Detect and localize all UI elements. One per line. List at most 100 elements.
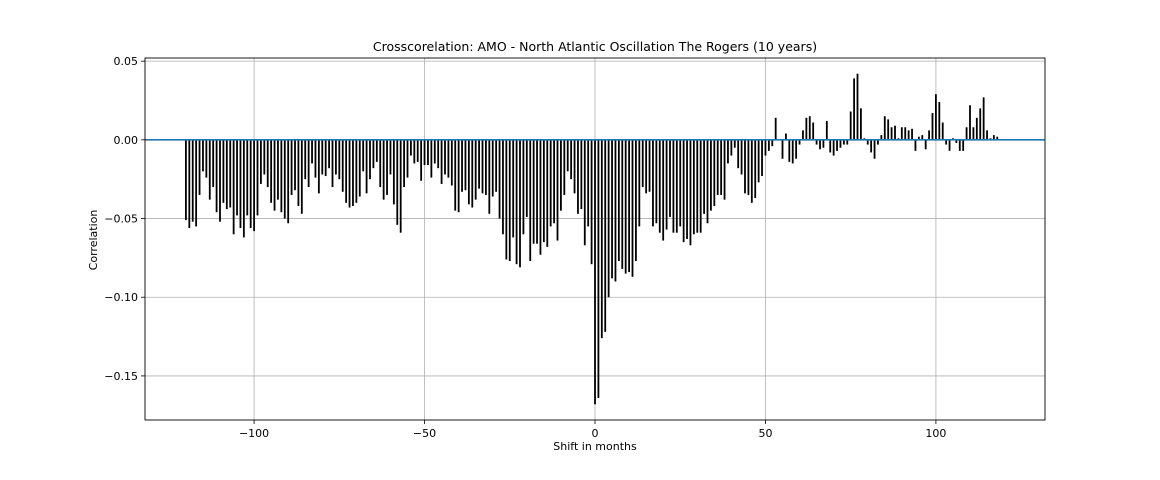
bar <box>819 139 821 150</box>
bar <box>696 139 699 233</box>
bar <box>771 139 774 147</box>
bar <box>314 139 317 178</box>
bar <box>386 139 388 195</box>
bar <box>297 139 300 206</box>
bar <box>900 127 903 140</box>
bar <box>757 139 760 183</box>
bar <box>924 139 927 150</box>
bar <box>205 139 208 178</box>
bar <box>802 130 804 140</box>
bar <box>883 116 886 140</box>
bar <box>365 139 368 194</box>
bar <box>686 139 688 239</box>
bar <box>474 139 477 200</box>
bar <box>358 139 361 197</box>
bar <box>628 139 630 273</box>
y-tick-label: 0.00 <box>114 134 139 147</box>
bar <box>781 139 784 159</box>
bar <box>331 139 334 188</box>
bar <box>229 139 232 208</box>
bar <box>191 139 194 222</box>
bar <box>979 108 982 140</box>
bar <box>215 139 218 213</box>
bar <box>485 139 487 195</box>
bar <box>713 139 716 206</box>
bar <box>352 139 354 206</box>
bar <box>870 139 873 153</box>
bar <box>982 97 985 140</box>
x-axis-label: Shift in months <box>553 440 637 453</box>
bar <box>461 139 463 192</box>
bar <box>239 139 242 228</box>
bar <box>566 139 569 172</box>
bar <box>617 139 620 262</box>
y-axis-label: Correlation <box>87 210 100 271</box>
bar <box>270 139 273 203</box>
bar <box>348 139 351 208</box>
bar <box>242 139 245 238</box>
bar <box>812 122 815 140</box>
y-tick-label: 0.05 <box>114 55 139 68</box>
bar <box>829 139 832 153</box>
bar <box>317 139 320 194</box>
bar <box>992 135 995 140</box>
bar <box>498 139 501 219</box>
bar <box>737 139 740 169</box>
bar <box>600 139 603 339</box>
bar <box>928 130 930 140</box>
y-tick-label: −0.10 <box>104 291 138 304</box>
bar <box>975 117 978 140</box>
bar <box>894 125 896 140</box>
bar <box>369 139 371 180</box>
bar <box>822 139 825 148</box>
bar <box>945 139 948 145</box>
bar <box>464 139 467 191</box>
bar <box>587 139 590 227</box>
bar <box>277 139 279 200</box>
bar <box>536 139 538 244</box>
bar-series <box>185 73 999 405</box>
bar <box>880 135 883 140</box>
bar <box>648 139 651 192</box>
bar <box>662 139 665 241</box>
bar <box>263 139 266 175</box>
bar <box>580 139 583 210</box>
bar <box>392 139 395 205</box>
bar <box>253 139 255 232</box>
bar <box>471 139 474 208</box>
x-tick-label: −50 <box>413 427 436 440</box>
bar <box>529 139 532 262</box>
bar <box>750 139 753 203</box>
bar <box>532 139 535 244</box>
bar <box>890 127 893 140</box>
bar <box>761 139 763 177</box>
bar <box>764 139 767 156</box>
bar <box>730 139 733 156</box>
bar <box>355 139 358 203</box>
bar <box>202 139 204 172</box>
bar <box>788 139 791 162</box>
bar <box>972 127 975 140</box>
bar <box>563 139 566 195</box>
bar <box>655 139 658 224</box>
bar <box>457 139 460 213</box>
bar <box>324 139 327 177</box>
bar <box>832 139 835 156</box>
bar <box>294 139 296 191</box>
bar <box>652 139 654 227</box>
bar <box>389 139 392 175</box>
bar <box>740 139 743 175</box>
bar <box>583 139 586 246</box>
bar <box>481 139 484 194</box>
bar <box>273 139 276 211</box>
bar <box>774 117 777 140</box>
bar <box>873 139 876 159</box>
bar <box>996 136 999 140</box>
bar <box>433 139 436 164</box>
bar <box>546 139 549 247</box>
bar <box>710 139 712 211</box>
bar <box>727 139 729 164</box>
bar <box>624 139 627 274</box>
bar <box>362 139 365 172</box>
bar <box>410 139 412 156</box>
